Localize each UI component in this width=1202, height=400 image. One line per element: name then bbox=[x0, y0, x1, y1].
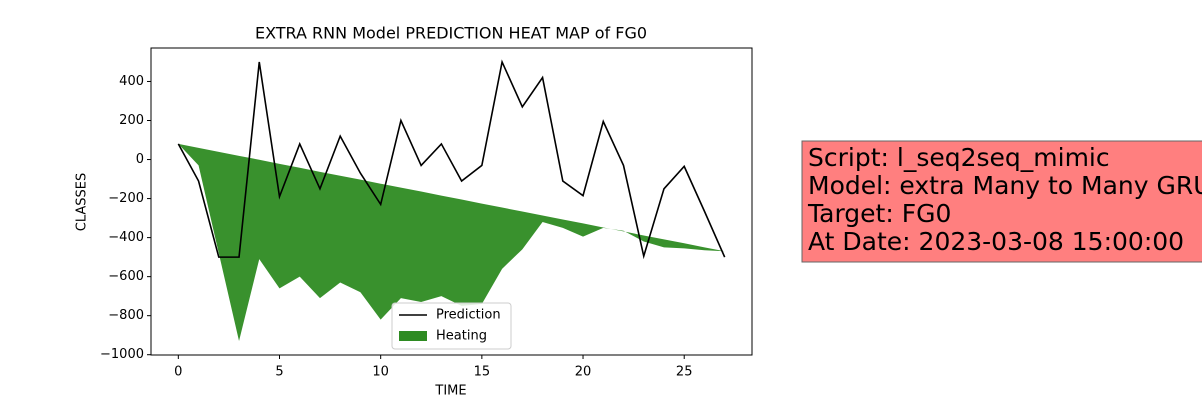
y-tick-label: −600 bbox=[108, 269, 144, 284]
legend-swatch bbox=[399, 331, 427, 341]
annotation-line: Script: l_seq2seq_mimic bbox=[808, 143, 1110, 172]
y-tick-label: −800 bbox=[108, 308, 144, 323]
legend-label: Heating bbox=[436, 329, 487, 344]
y-tick-label: −1000 bbox=[100, 347, 144, 362]
x-tick-label: 15 bbox=[474, 365, 491, 380]
x-axis-label: TIME bbox=[434, 384, 466, 399]
y-axis-label: CLASSES bbox=[75, 173, 90, 231]
legend-label: Prediction bbox=[436, 308, 501, 323]
plot-frame bbox=[150, 47, 753, 356]
x-tick-label: 0 bbox=[174, 365, 182, 380]
heating-area bbox=[178, 143, 725, 342]
prediction-line bbox=[177, 59, 726, 260]
chart-title: EXTRA RNN Model PREDICTION HEAT MAP of F… bbox=[255, 24, 647, 43]
x-tick-label: 25 bbox=[676, 365, 693, 380]
y-tick-label: 0 bbox=[136, 152, 144, 167]
y-tick-label: 200 bbox=[119, 113, 144, 128]
x-tick-label: 5 bbox=[275, 365, 283, 380]
y-tick-label: 400 bbox=[119, 74, 144, 89]
annotation-line: Target: FG0 bbox=[807, 199, 951, 228]
annotation-line: At Date: 2023-03-08 15:00:00 bbox=[808, 227, 1184, 256]
y-tick-label: −400 bbox=[108, 230, 144, 245]
x-tick-label: 10 bbox=[372, 365, 389, 380]
annotation-box bbox=[801, 140, 1202, 263]
x-tick-label: 20 bbox=[575, 365, 592, 380]
y-tick-label: −200 bbox=[108, 191, 144, 206]
annotation-line: Model: extra Many to Many GRU bbox=[808, 171, 1202, 200]
